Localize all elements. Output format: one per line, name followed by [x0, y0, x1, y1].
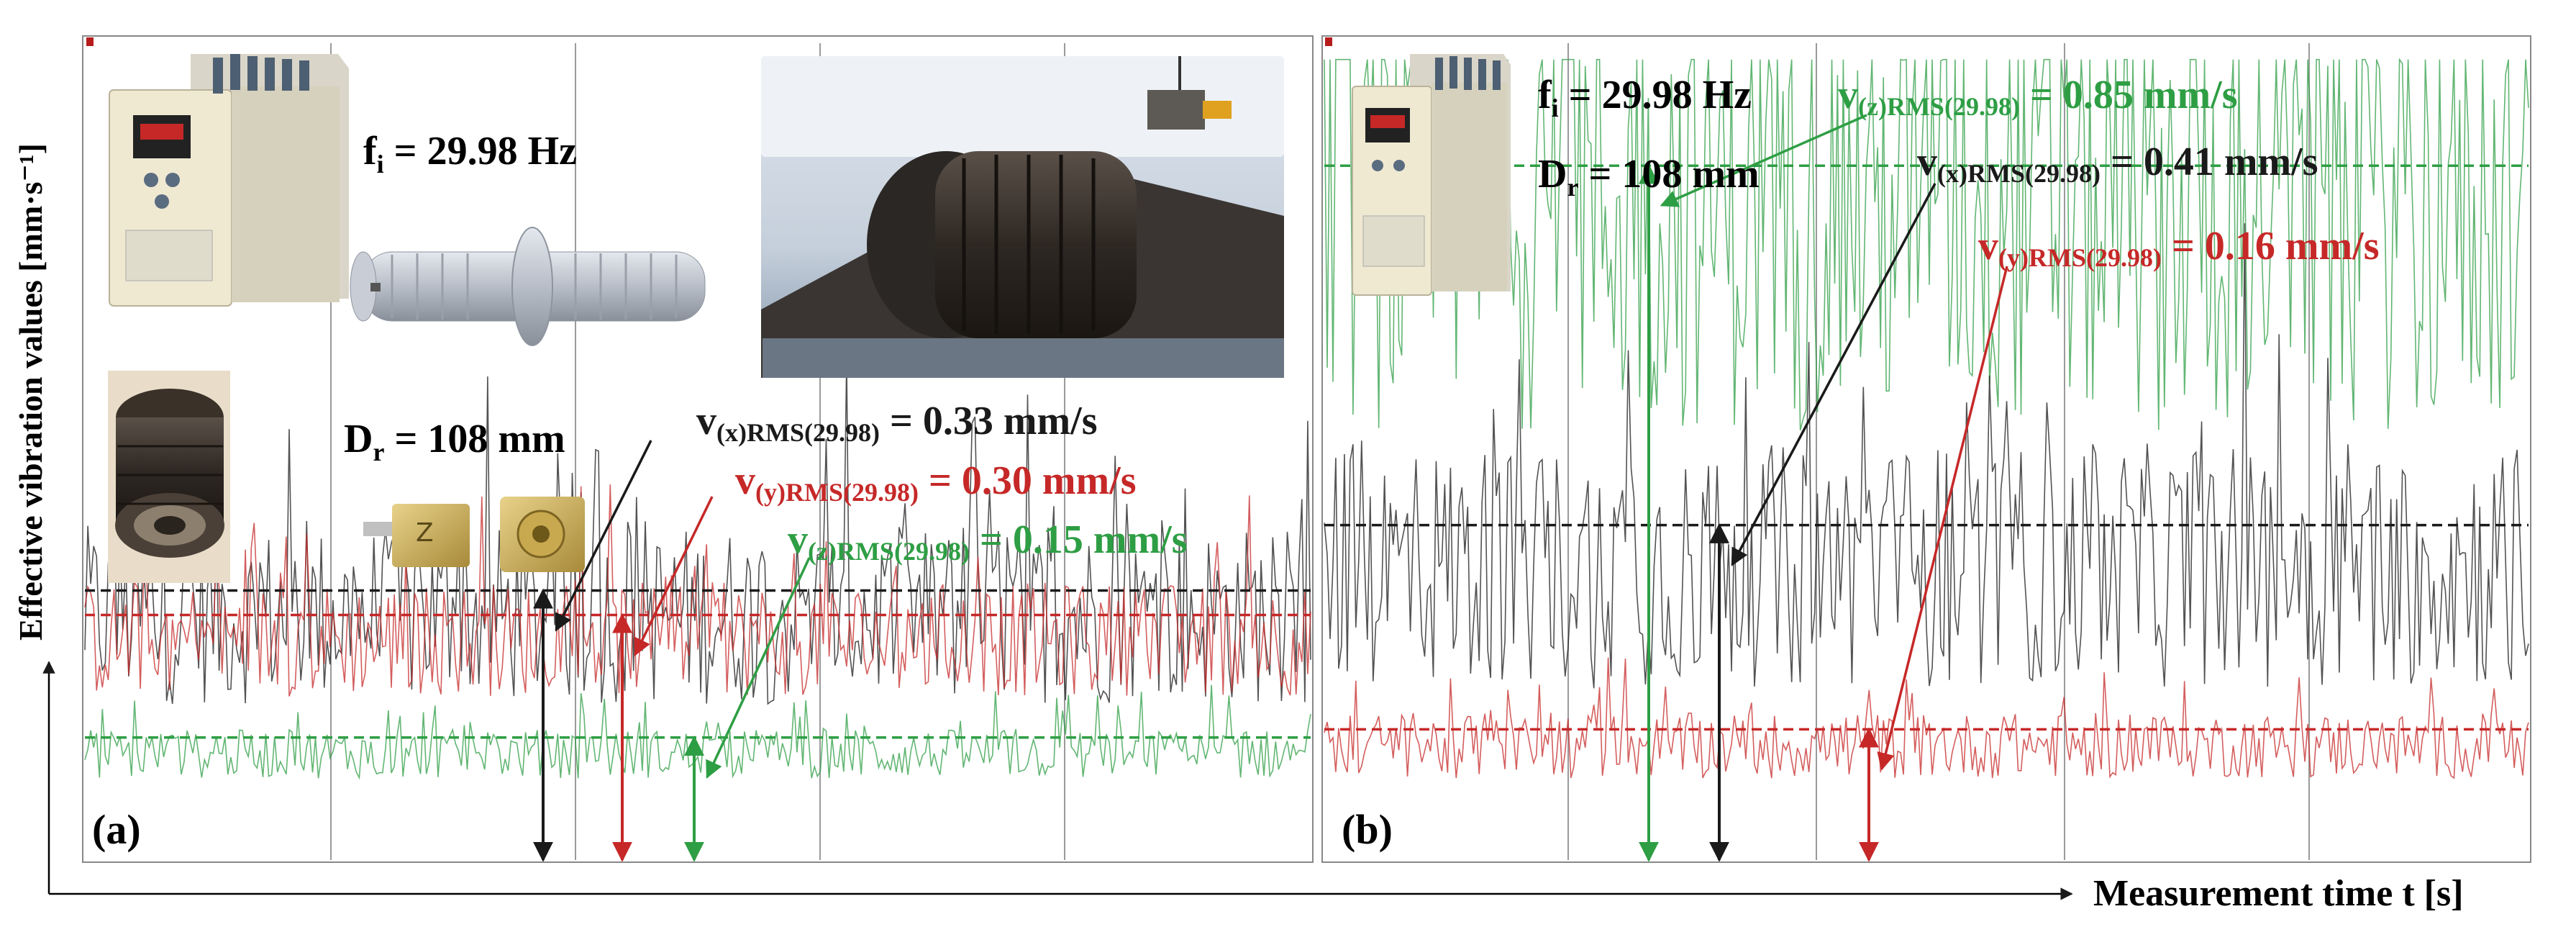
rms-x-label-b: v(x)RMS(29.98) = 0.41 mm/s — [1917, 140, 2318, 188]
dr-label-a: Dr = 108 mm — [344, 417, 565, 466]
panel-a-label: (a) — [92, 806, 141, 853]
panel-b-grid — [1567, 43, 2310, 860]
rms-pointer-a-z — [706, 557, 811, 779]
svg-text:Z: Z — [416, 518, 434, 548]
panel-b-label: (b) — [1342, 806, 1393, 853]
signal-traces — [84, 58, 2529, 780]
frequency-inverter-image — [109, 54, 349, 307]
signal-b-y — [1324, 657, 2529, 779]
dr-label-b: Dr = 108 mm — [1538, 152, 1760, 202]
rms-pointer-a-y — [634, 496, 714, 656]
rms-x-label-a: v(x)RMS(29.98) = 0.33 mm/s — [696, 399, 1098, 447]
rms-z-label-b: v(z)RMS(29.98) = 0.85 mm/s — [1838, 73, 2238, 121]
panel-a-frame — [82, 35, 1314, 863]
accelerometer-sensors-image: Z — [363, 497, 585, 572]
rms-annotations — [533, 114, 2008, 862]
fi-label-a: fi = 29.98 Hz — [363, 129, 577, 178]
x-axis-label: Measurement time t [s] — [2093, 873, 2464, 914]
rms-y-label-a: v(y)RMS(29.98) = 0.30 mm/s — [735, 458, 1137, 507]
signal-a-y — [84, 484, 1311, 697]
rms-pointer-b-y — [1877, 266, 2008, 771]
rms-z-label-a: v(z)RMS(29.98) = 0.15 mm/s — [788, 517, 1188, 566]
rms-pointer-b-z — [1660, 114, 1867, 207]
signal-a-z — [84, 684, 1311, 780]
rms-y-label-b: v(y)RMS(29.98) = 0.16 mm/s — [1978, 224, 2380, 272]
rms-pointer-a-x — [555, 440, 652, 632]
rms-lines — [85, 164, 2529, 739]
roller-section-image — [108, 371, 230, 583]
signal-b-x — [1324, 223, 2529, 689]
signal-b-z — [1324, 58, 2529, 431]
panel-b-frame — [1321, 35, 2531, 863]
fi-label-b: fi = 29.98 Hz — [1538, 73, 1752, 122]
rms-pointer-b-x — [1731, 183, 1936, 566]
y-axis-label: Effective vibration values [mm·s⁻¹] — [12, 143, 49, 641]
conveyor-photo — [761, 56, 1284, 378]
signal-a-x — [84, 358, 1311, 705]
frequency-inverter-image-b — [1352, 54, 1511, 296]
roller-cad-image — [350, 227, 706, 346]
